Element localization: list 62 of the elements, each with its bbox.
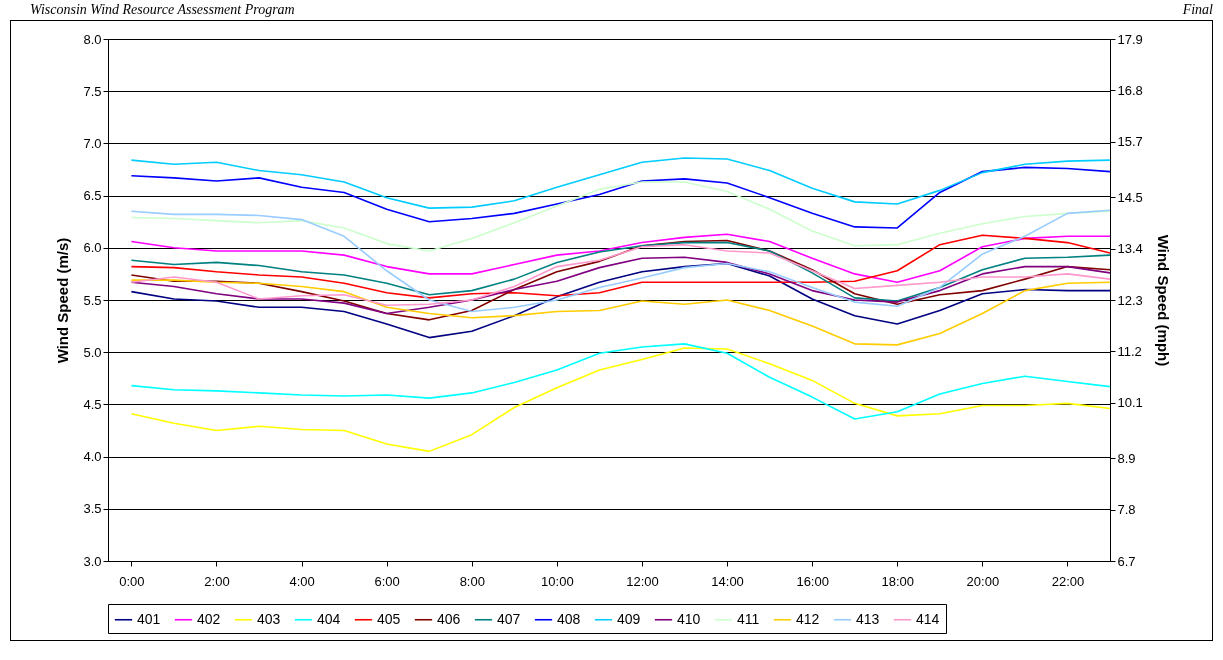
y-axis-title: Wind Speed (m/s)	[54, 237, 72, 364]
legend-label: 411	[737, 610, 760, 627]
y-tick-label: 4.0	[83, 449, 102, 465]
legend-label: 404	[317, 610, 341, 627]
y2-tick-label: 15.7	[1117, 134, 1143, 150]
x-tick-label: 8:00	[459, 573, 485, 589]
legend-label: 407	[497, 610, 521, 627]
legend-label: 402	[197, 610, 221, 627]
legend-label: 405	[377, 610, 401, 627]
x-tick-label: 16:00	[796, 573, 829, 589]
text: Final	[1182, 2, 1213, 19]
legend-label: 414	[916, 610, 940, 627]
y-tick-label: 3.5	[83, 501, 102, 517]
legend-label: 406	[437, 610, 461, 627]
y2-tick-label: 14.5	[1117, 189, 1143, 205]
y2-tick-label: 11.2	[1117, 343, 1142, 359]
line-series	[130, 239, 1111, 321]
text: Wisconsin Wind Resource Assessment Program	[30, 2, 295, 19]
line-series	[130, 157, 1111, 209]
x-tick-label: 18:00	[881, 573, 915, 589]
line-series	[130, 181, 1111, 252]
line-series	[130, 262, 1111, 339]
legend-label: 410	[677, 610, 701, 627]
legend-label: 412	[796, 610, 820, 627]
x-tick-label: 20:00	[966, 573, 1000, 589]
y-tick-label: 5.5	[83, 292, 102, 308]
legend-label: 403	[257, 610, 281, 627]
x-tick-label: 6:00	[374, 573, 400, 589]
y2-tick-label: 8.9	[1117, 450, 1136, 466]
legend-label: 409	[617, 610, 641, 627]
x-tick-label: 22:00	[1051, 573, 1085, 589]
x-tick-label: 14:00	[711, 573, 744, 589]
x-tick-label: 12:00	[626, 573, 659, 589]
y-tick-label: 6.0	[83, 240, 102, 256]
legend-label: 401	[137, 610, 161, 627]
y2-tick-label: 12.3	[1117, 292, 1143, 308]
y2-axis-title: Wind Speed (mph)	[1154, 234, 1172, 367]
y2-tick-label: 10.1	[1117, 395, 1143, 411]
line-series	[130, 233, 1111, 284]
line-series	[130, 166, 1111, 229]
y-tick-label: 4.5	[83, 396, 102, 412]
line-series	[130, 279, 1111, 346]
legend-label: 413	[856, 610, 880, 627]
x-tick-label: 10:00	[541, 573, 574, 589]
y2-tick-label: 17.9	[1117, 31, 1143, 47]
line-series	[130, 347, 1111, 453]
line-series	[130, 343, 1111, 420]
y2-tick-label: 6.7	[1117, 553, 1136, 569]
line-series	[130, 209, 1111, 313]
x-tick-label: 2:00	[204, 573, 230, 589]
y-tick-label: 7.5	[83, 83, 102, 99]
y-tick-label: 5.0	[83, 344, 102, 360]
y-tick-label: 7.0	[83, 135, 102, 151]
y-tick-label: 6.5	[83, 188, 102, 204]
y-tick-label: 8.0	[83, 31, 102, 47]
y2-tick-label: 13.4	[1117, 241, 1143, 257]
x-tick-label: 0:00	[119, 573, 145, 589]
y-tick-label: 3.0	[83, 553, 102, 569]
legend-label: 408	[557, 610, 581, 627]
y2-tick-label: 7.8	[1117, 502, 1136, 518]
x-tick-label: 4:00	[289, 573, 315, 589]
y2-tick-label: 16.8	[1117, 82, 1143, 98]
